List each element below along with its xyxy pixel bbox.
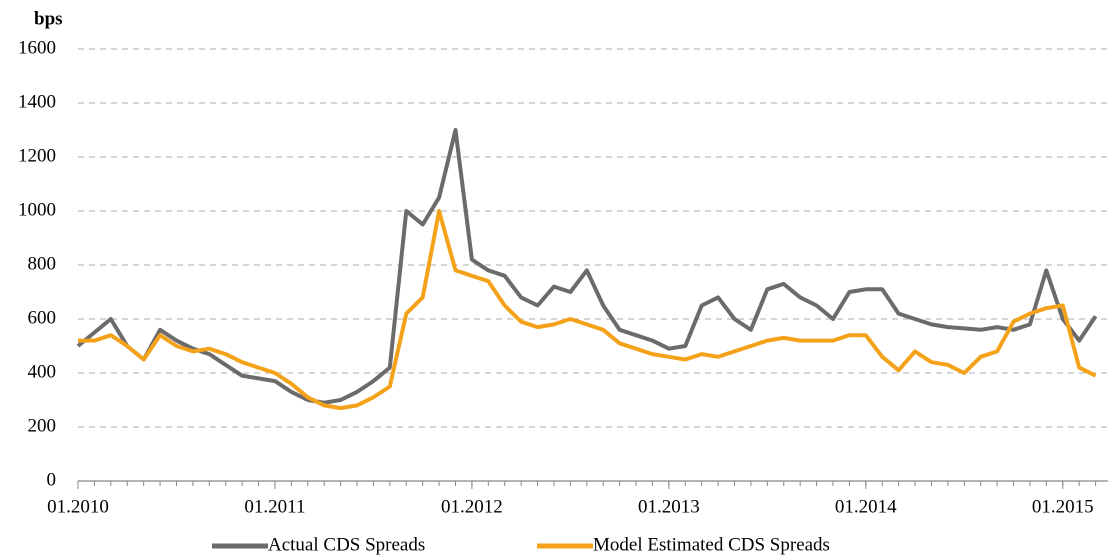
x-tick-label: 01.2010 [47, 496, 109, 517]
x-tick-label: 01.2015 [1032, 496, 1094, 517]
legend-label: Actual CDS Spreads [268, 534, 425, 555]
y-tick-label: 400 [28, 361, 57, 382]
series-line [78, 209, 1097, 411]
y-tick-label: 200 [28, 415, 57, 436]
y-tick-label: 1400 [18, 91, 56, 112]
series-line [76, 128, 1098, 405]
y-tick-label: 800 [28, 253, 57, 274]
y-axis-label: bps [34, 8, 63, 29]
y-tick-label: 600 [28, 307, 57, 328]
legend-label: Model Estimated CDS Spreads [593, 534, 830, 555]
x-tick-label: 01.2013 [638, 496, 700, 517]
y-tick-label: 0 [47, 469, 57, 490]
x-tick-label: 01.2012 [441, 496, 503, 517]
y-tick-label: 1600 [18, 37, 56, 58]
y-tick-label: 1000 [18, 199, 56, 220]
x-tick-label: 01.2011 [244, 496, 305, 517]
y-tick-label: 1200 [18, 145, 56, 166]
x-tick-label: 01.2014 [835, 496, 897, 517]
